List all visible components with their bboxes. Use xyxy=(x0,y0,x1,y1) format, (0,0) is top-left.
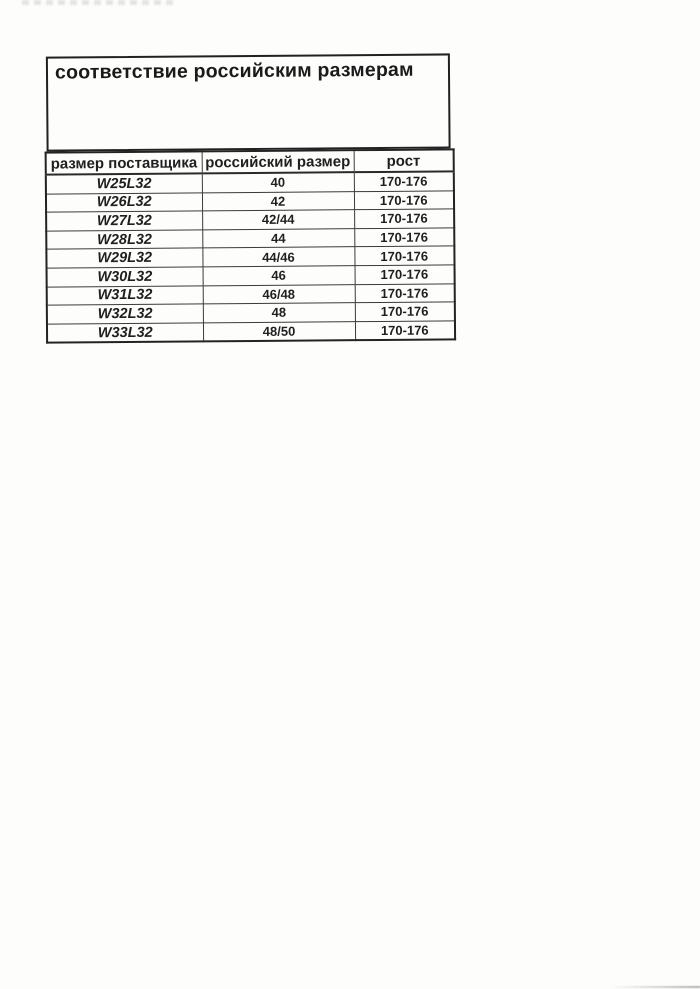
cell-supplier-size: W32L32 xyxy=(46,304,203,324)
col-header-height: рост xyxy=(353,149,454,173)
table-row: W33L32 48/50 170-176 xyxy=(46,320,456,343)
cell-height: 170-176 xyxy=(354,227,455,248)
cell-supplier-size: W27L32 xyxy=(46,211,203,231)
cell-russian-size: 44/46 xyxy=(202,247,355,267)
cell-supplier-size: W33L32 xyxy=(46,322,204,343)
cell-supplier-size: W25L32 xyxy=(45,173,202,194)
cell-height: 170-176 xyxy=(353,190,455,210)
col-header-russian-size: российский размер xyxy=(201,150,354,174)
cell-supplier-size: W30L32 xyxy=(46,266,203,287)
col-header-supplier-size: размер поставщика xyxy=(45,151,202,175)
size-correspondence-table: размер поставщика российский размер рост… xyxy=(44,148,457,344)
cell-russian-size: 44 xyxy=(202,228,355,249)
cell-russian-size: 40 xyxy=(201,172,354,193)
cell-height: 170-176 xyxy=(354,264,455,285)
cell-russian-size: 48/50 xyxy=(202,321,356,342)
size-chart-title: соответствие российским размерам xyxy=(54,58,414,84)
cell-supplier-size: W31L32 xyxy=(46,285,203,306)
cell-supplier-size: W26L32 xyxy=(45,192,203,213)
scan-artifact-bottom-right xyxy=(610,986,700,988)
cell-height: 170-176 xyxy=(354,209,455,229)
scan-artifact-top-cutoff-text xyxy=(22,0,177,5)
cell-height: 170-176 xyxy=(354,283,455,303)
size-chart-title-box: соответствие российским размерам xyxy=(45,53,451,152)
cell-russian-size: 46/48 xyxy=(202,284,355,305)
cell-supplier-size: W29L32 xyxy=(46,248,203,269)
cell-height: 170-176 xyxy=(354,320,456,341)
cell-supplier-size: W28L32 xyxy=(46,229,203,250)
table-header-row: размер поставщика российский размер рост xyxy=(45,149,454,175)
cell-russian-size: 42/44 xyxy=(202,209,355,230)
cell-russian-size: 48 xyxy=(202,302,355,323)
cell-russian-size: 46 xyxy=(202,265,355,286)
cell-height: 170-176 xyxy=(353,171,454,192)
cell-height: 170-176 xyxy=(354,302,455,322)
cell-russian-size: 42 xyxy=(201,191,355,212)
cell-height: 170-176 xyxy=(354,246,455,266)
